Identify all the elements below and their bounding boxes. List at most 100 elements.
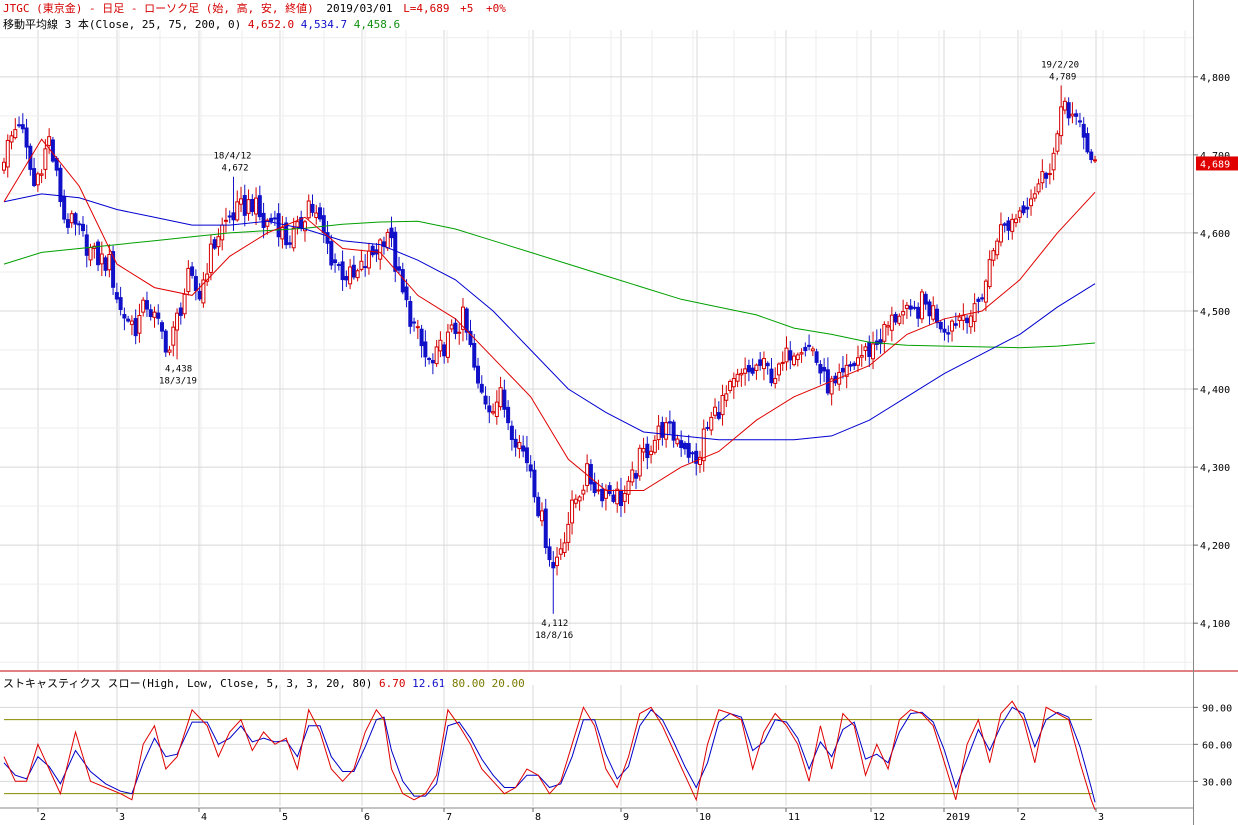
candle-body	[193, 276, 198, 292]
candle-body	[803, 346, 808, 352]
stoch-d-value: 12.61	[412, 677, 446, 690]
candle-body	[9, 135, 14, 143]
candle-body	[385, 231, 390, 249]
candle-body	[562, 542, 567, 553]
candle-body	[675, 438, 680, 445]
y-tick-label: 4,700	[1200, 151, 1230, 162]
candle-body	[667, 421, 672, 424]
candle-body	[697, 456, 702, 465]
candle-body	[355, 270, 360, 279]
candle-body	[280, 227, 285, 240]
candle-body	[363, 266, 368, 269]
candle-body	[814, 351, 819, 363]
candle-body	[111, 251, 116, 288]
candle-body	[626, 480, 631, 495]
candle-body	[445, 331, 450, 358]
candle-body	[769, 368, 774, 384]
candle-body	[641, 448, 646, 453]
stoch-upper-band: 80.00	[451, 677, 486, 690]
candle-body	[1059, 106, 1064, 137]
candle-body	[423, 341, 428, 358]
candle-body	[453, 322, 458, 334]
candle-body	[160, 322, 165, 332]
candle-body	[171, 326, 176, 346]
candle-body	[81, 223, 86, 232]
candle-body	[976, 298, 981, 302]
ma75-value: 4,534.7	[300, 18, 348, 31]
candle-body	[13, 129, 18, 139]
stoch-k-value: 6.70	[379, 677, 406, 690]
candle-body	[950, 320, 955, 332]
candle-body	[2, 161, 6, 171]
x-tick-label: 3	[1098, 812, 1104, 823]
candle-body	[65, 219, 70, 228]
last-price-text: L=4,689	[403, 2, 450, 15]
candle-body	[701, 428, 706, 462]
candle-body	[686, 442, 691, 458]
candle-body	[961, 315, 966, 321]
ma25-line	[3, 138, 1096, 491]
candle-body	[709, 416, 714, 431]
candle-body	[133, 318, 138, 337]
candle-body	[581, 489, 586, 495]
candle-body	[810, 348, 815, 352]
candle-body	[1002, 223, 1007, 226]
candle-body	[919, 291, 924, 320]
candle-body	[295, 221, 300, 228]
candle-body	[77, 223, 82, 226]
candle-body	[615, 488, 620, 505]
candle-body	[460, 306, 465, 330]
stoch-k-line	[3, 700, 1096, 810]
candle-body	[953, 323, 958, 326]
x-tick-label: 11	[788, 812, 800, 823]
y-tick-label: 4,400	[1200, 385, 1230, 396]
candle-body	[430, 360, 435, 364]
candle-body	[543, 508, 548, 549]
candle-body	[212, 239, 217, 249]
candle-body	[618, 489, 623, 507]
candle-body	[227, 215, 232, 218]
candle-body	[1055, 133, 1060, 152]
change-text: +5	[460, 2, 474, 15]
candle-body	[645, 443, 650, 459]
ma25-value: 4,652.0	[247, 18, 295, 31]
candle-body	[656, 425, 661, 441]
candle-body	[728, 380, 733, 391]
candle-body	[378, 239, 383, 260]
candle-body	[397, 266, 402, 271]
candle-body	[366, 250, 371, 269]
candle-body	[731, 378, 736, 388]
candle-body	[114, 292, 119, 300]
candle-body	[570, 499, 575, 524]
x-tick-label: 9	[623, 812, 629, 823]
candle-body	[916, 306, 921, 319]
candle-body	[716, 412, 721, 419]
candle-body	[889, 314, 894, 331]
candle-body	[776, 363, 781, 376]
candle-body	[261, 212, 266, 228]
x-tick-label: 4	[201, 812, 207, 823]
candle-body	[62, 196, 67, 220]
candle-body	[660, 421, 665, 438]
candle-body	[190, 266, 195, 276]
candle-body	[637, 447, 642, 477]
candle-body	[893, 313, 898, 323]
candle-body	[175, 312, 180, 331]
candle-body	[329, 241, 334, 266]
candle-body	[88, 246, 93, 261]
candle-body	[720, 394, 725, 416]
candle-body	[577, 496, 582, 502]
candle-body	[389, 227, 394, 239]
annotation-date: 18/8/16	[535, 631, 573, 641]
candle-body	[84, 234, 89, 256]
candle-body	[284, 222, 289, 246]
candle-body	[852, 362, 857, 367]
candle-body	[799, 352, 804, 355]
candle-body	[555, 556, 560, 567]
stoch-y-tick-label: 30.00	[1202, 777, 1232, 788]
candle-body	[1066, 102, 1071, 119]
y-tick-label: 4,200	[1200, 541, 1230, 552]
stoch-y-tick-label: 90.00	[1202, 703, 1232, 714]
candle-body	[513, 438, 518, 448]
